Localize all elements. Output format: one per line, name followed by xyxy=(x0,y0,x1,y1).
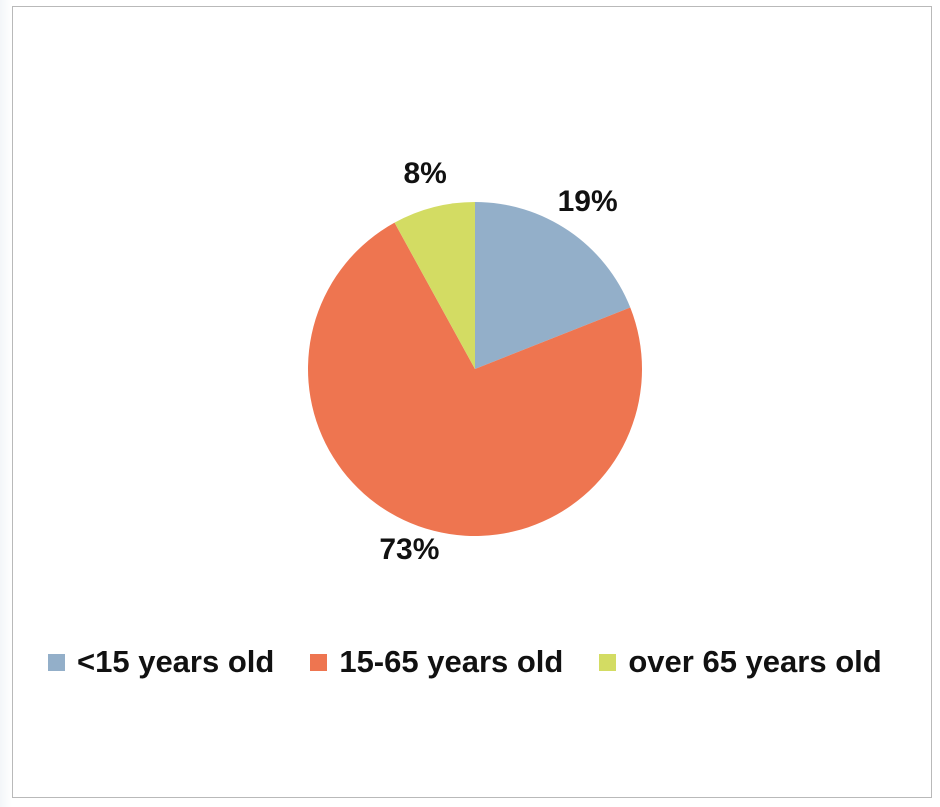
data-label-over-65: 8% xyxy=(403,157,446,190)
pie-slice-under-15 xyxy=(475,202,631,369)
data-label-under-15: 19% xyxy=(558,185,618,218)
legend-swatch-15-65 xyxy=(310,653,328,671)
legend-item-under-15: <15 years old xyxy=(48,644,274,680)
pie-slice-15-65 xyxy=(308,222,642,536)
legend: <15 years old 15-65 years old over 65 ye… xyxy=(48,640,882,684)
legend-item-15-65: 15-65 years old xyxy=(310,644,563,680)
pie-data-labels: 19% 73% 8% xyxy=(379,157,617,566)
legend-label-under-15: <15 years old xyxy=(77,644,275,679)
page-edge xyxy=(0,0,12,807)
legend-swatch-under-15 xyxy=(48,653,65,671)
legend-label-15-65: 15-65 years old xyxy=(339,644,564,679)
legend-label-over-65: over 65 years old xyxy=(628,644,882,679)
pie-slices xyxy=(308,202,642,536)
data-label-15-65: 73% xyxy=(379,533,439,566)
pie-slice-over-65 xyxy=(394,202,475,369)
legend-swatch-over-65 xyxy=(599,653,617,671)
legend-item-over-65: over 65 years old xyxy=(599,644,882,680)
